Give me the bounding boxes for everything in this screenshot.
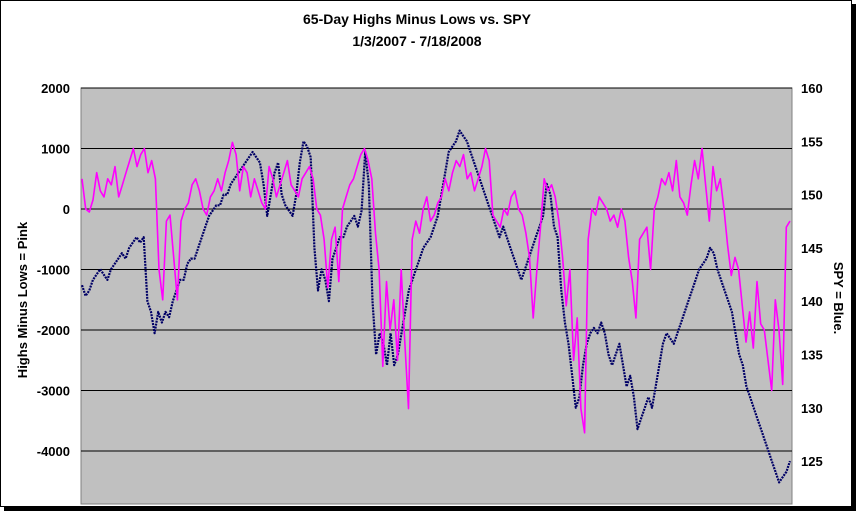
gridlines	[81, 87, 792, 452]
left-tick-label-4: -2000	[37, 323, 70, 338]
left-tick-label-2: 0	[63, 202, 70, 217]
right-tick-label-3: 145	[801, 241, 823, 256]
plot-area	[80, 87, 793, 505]
left-tick-label-6: -4000	[37, 444, 70, 459]
right-tick-label-0: 160	[801, 81, 823, 96]
left-tick-label-1: 1000	[41, 142, 70, 157]
series-lines	[80, 129, 792, 484]
right-axis-ticks: 160 155 150 145 140 135 130 125	[801, 81, 823, 469]
left-tick-label-0: 2000	[41, 81, 70, 96]
right-tick-label-7: 125	[801, 454, 823, 469]
left-axis-label: Highs Minus Lows = Pink	[15, 221, 30, 378]
right-tick-label-2: 150	[801, 188, 823, 203]
right-axis-label: SPY = Blue.	[831, 262, 846, 334]
right-tick-label-4: 140	[801, 294, 823, 309]
chart-subtitle: 1/3/2007 - 7/18/2008	[352, 33, 481, 49]
right-tick-label-5: 135	[801, 348, 823, 363]
left-axis-ticks: 2000 1000 0 -1000 -2000 -3000 -4000	[37, 81, 70, 459]
series-line-highs-minus-lows	[81, 141, 791, 434]
series-line-spy	[80, 129, 792, 484]
left-tick-label-3: -1000	[37, 263, 70, 278]
left-tick-label-5: -3000	[37, 384, 70, 399]
chart-title: 65-Day Highs Minus Lows vs. SPY	[303, 11, 532, 27]
right-tick-label-1: 155	[801, 134, 823, 149]
right-tick-label-6: 130	[801, 401, 823, 416]
